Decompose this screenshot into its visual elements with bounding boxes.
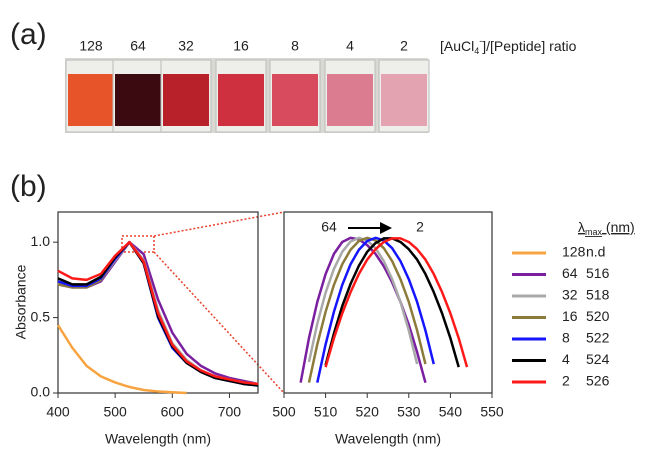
zoom-line — [153, 211, 285, 237]
ratio-title-part: ]/[Peptide] ratio — [482, 38, 576, 54]
panel-label: (a) — [10, 18, 47, 51]
annotation: 64 — [321, 219, 337, 235]
x-tick-label: 540 — [439, 404, 463, 420]
y-axis-label: Absorbance — [13, 264, 29, 339]
legend-title: λmax (nm) — [578, 219, 635, 238]
ratio-label: 8 — [291, 38, 299, 54]
y-tick-label: 1.0 — [31, 233, 51, 249]
legend-label: 16 — [562, 308, 578, 324]
arrow-head — [380, 222, 392, 234]
x-axis-label: Wavelength (nm) — [335, 431, 441, 447]
x-tick-label: 550 — [480, 404, 504, 420]
legend-label: 4 — [562, 351, 570, 367]
plot-frame — [283, 211, 493, 394]
ratio-label: 32 — [178, 38, 194, 54]
vial-liquid — [68, 74, 114, 126]
vial-liquid — [115, 74, 161, 126]
x-axis-label: Wavelength (nm) — [105, 431, 211, 447]
ratio-label: 4 — [346, 38, 354, 54]
x-tick-label: 520 — [356, 404, 380, 420]
series-line — [324, 237, 469, 368]
ratio-title-part: [AuCl — [440, 38, 474, 54]
series-line — [56, 324, 187, 395]
panel-label: (b) — [10, 170, 47, 203]
legend-title-part: max — [585, 227, 603, 237]
lambda-max: 520 — [586, 308, 610, 324]
vial-liquid — [327, 74, 373, 126]
lambda-max: n.d — [586, 244, 605, 260]
plot-frame — [57, 211, 259, 394]
series-line — [57, 240, 259, 386]
vial-liquid — [163, 74, 209, 126]
x-tick-label: 500 — [272, 404, 296, 420]
x-tick-label: 600 — [161, 404, 185, 420]
x-tick-label: 500 — [103, 404, 127, 420]
x-tick-label: 400 — [46, 404, 70, 420]
legend-label: 64 — [562, 265, 578, 281]
x-tick-label: 530 — [397, 404, 421, 420]
y-tick-label: 0.5 — [31, 308, 51, 324]
ratio-title-part: 4 — [474, 46, 479, 56]
legend-label: 32 — [562, 287, 578, 303]
legend-label: 2 — [562, 373, 570, 389]
ratio-title-part: - — [479, 36, 482, 46]
vial-liquid — [381, 74, 427, 126]
legend-label: 8 — [562, 330, 570, 346]
series-line — [316, 236, 435, 383]
lambda-max: 526 — [586, 373, 610, 389]
ratio-label: 2 — [400, 38, 408, 54]
x-tick-label: 510 — [314, 404, 338, 420]
ratio-label: 64 — [130, 38, 146, 54]
y-tick-label: 0.0 — [31, 384, 51, 400]
lambda-max: 522 — [586, 330, 610, 346]
legend-label: 128 — [562, 244, 586, 260]
lambda-max: 518 — [586, 287, 610, 303]
lambda-max: 524 — [586, 351, 610, 367]
ratio-label: 128 — [79, 38, 103, 54]
ratio-label: 16 — [233, 38, 249, 54]
x-tick-label: 700 — [218, 404, 242, 420]
legend-title-part: λ — [578, 219, 585, 235]
lambda-max: 516 — [586, 265, 610, 281]
legend-title-part: (nm) — [602, 219, 635, 235]
ratio-title: [AuCl4-]/[Peptide] ratio — [440, 36, 577, 56]
series-line — [307, 236, 427, 383]
annotation: 2 — [416, 219, 424, 235]
vial-liquid — [218, 74, 264, 126]
zoom-line — [153, 251, 285, 394]
vial-liquid — [272, 74, 318, 126]
